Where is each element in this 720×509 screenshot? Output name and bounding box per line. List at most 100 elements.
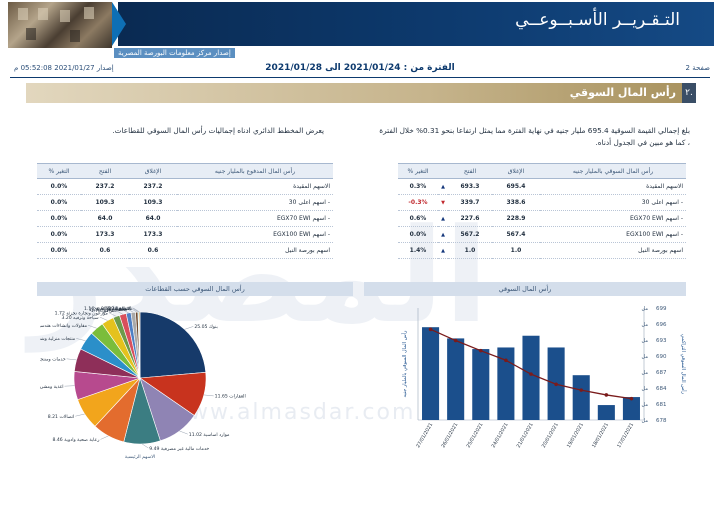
cell-close: 228.9 [492,210,540,227]
cell-change: 0.3% [398,178,438,195]
section-bar [26,83,694,103]
cell-name: اسهم بورصة النيل [177,242,333,259]
pie-chart-title: رأس المال السوقي حسب القطاعات [37,282,353,296]
bar [522,335,540,420]
y-tick-label-right: مل [642,354,649,360]
pie-leader [126,308,134,313]
pie-leader [121,308,129,314]
cell-close: 64.0 [129,210,177,227]
x-tick-label: 21/01/2021 [516,422,535,449]
bar [497,347,515,420]
col-close: الإغلاق [129,163,177,179]
cell-open: 109.3 [81,194,129,211]
pie-leader [108,312,117,317]
y-tick-label-right: مل [642,386,649,392]
cell-name: اسهم بورصة النيل [540,242,686,259]
pie-label: 1.16 ورق ومواد تعبئة [84,306,126,312]
sector-pie-chart: 25.05 بنوك 11.65 العقارات 11.02 موارد اساس… [40,306,246,460]
header-chevron-icon [112,2,126,46]
x-tick-label: 27/01/2021 [415,422,434,449]
issue-date: إصدار 2021/01/27 05:52:08 م [14,64,114,72]
y-tick-label: 687 [656,370,667,376]
cell-close: 109.3 [129,194,177,211]
bar [472,349,490,420]
pie-label: 8.21 اتصالات [48,414,75,420]
trend-point [604,393,609,397]
cell-close: 1.0 [492,242,540,259]
col-name: رأس المال السوقي بالمليار جنيه [540,163,686,179]
trend-point [554,382,558,387]
y-tick-label-right: مل [642,338,649,344]
pie-label: 0.63 كيماويات [101,306,130,312]
pie-leader [132,307,139,313]
table-row: 1.4% ▲ 1.0 1.0 اسهم بورصة النيل [398,242,686,259]
pie-label: 0.24 الاعلام [107,306,131,312]
cell-change: 0.0% [37,226,81,243]
trend-point [504,358,508,363]
col-close: الإغلاق [492,163,540,179]
y-tick-label-right: مل [642,306,649,312]
pie-footnote: الاسهم الرئيسية [125,455,155,460]
cell-change: 0.0% [37,210,81,227]
pie-leader [76,338,86,341]
trend-point [529,372,533,376]
pie-label: 25.05 بنوك [194,324,217,330]
cell-open: 693.3 [448,178,492,195]
cell-change: 0.6% [398,210,438,227]
cell-open: 237.2 [81,178,129,195]
cell-close: 0.6 [129,242,177,259]
cell-open: 0.6 [81,242,129,259]
pie-leader [87,325,97,329]
cell-open: 227.6 [448,210,492,227]
cell-name: - اسهم EGX100 EWI [540,226,686,243]
cell-open: 567.2 [448,226,492,243]
pie-leader [75,413,85,417]
cell-name: - اسهم اعلى 30 [177,194,333,211]
pie-leader [99,316,108,321]
cell-name: - اسهم اعلى 30 [540,194,686,211]
cell-close: 695.4 [492,178,540,195]
pie-leader [203,394,214,397]
x-tick-label: 19/01/2021 [566,422,585,449]
y-tick-label: 678 [656,418,667,424]
report-period: الفترة من : 2021/01/24 الى 2021/01/28 [265,63,455,73]
pie-label: 0.29 تكنولوجيا [104,306,133,312]
bar [572,375,590,420]
pie-label: 9.49 خدمات مالية غير مصرفية [149,446,209,452]
cell-change: 0.0% [37,194,81,211]
pie-leader [179,430,188,435]
pie-leader [184,326,194,330]
section-title: رأس المال السوقي [569,86,676,99]
cell-name: الاسهم المقيدة [177,178,333,195]
cell-change: -0.3% [398,194,438,211]
trend-point [478,348,483,353]
trend-point [629,396,634,401]
cell-open: 64.0 [81,210,129,227]
table-row: 0.0% ▲ 567.2 567.4- اسهم EGX100 EWI [398,226,686,243]
cell-change: 0.0% [398,226,438,243]
pie-label: 3.66 مقاولات وانشاءات هندسية [40,323,88,329]
pie-label: 11.65 العقارات [215,394,246,400]
y-tick-label: 699 [656,306,667,312]
pie-label: 1.78 مرافق [91,308,116,314]
table-row: -0.3% ▼ 339.7 338.6- اسهم اعلى 30 [398,194,686,211]
cell-change: 0.0% [37,178,81,195]
y-tick-label-right: مل [642,402,649,408]
report-header: التـقـريــر الأسـبــوعــي إصدار مركز معل… [0,0,720,58]
cell-open: 173.3 [81,226,129,243]
header-banner [118,2,714,46]
table-row: 0.0% 109.3 109.3- اسهم اعلى 30 [37,194,333,211]
table-row: 0.0% 64.0 64.0- اسهم EGX70 EWI [37,210,333,227]
table-row: 0.0% 0.6 0.6 اسهم بورصة النيل [37,242,333,259]
y-tick-label-right: مل [642,418,649,424]
bar [622,397,640,420]
pie-leader [133,307,140,313]
meta-divider [10,77,710,78]
pie-label: 11.02 موارد اساسية [189,432,230,438]
arrow-down-icon: ▼ [438,194,448,211]
cell-close: 567.4 [492,226,540,243]
x-tick-label: 17/01/2021 [616,422,635,449]
report-title: التـقـريــر الأسـبــوعــي [515,10,680,30]
y-tick-label: 693 [656,338,667,344]
pie-label: 3.20 سياحة وترفيه [61,315,98,321]
